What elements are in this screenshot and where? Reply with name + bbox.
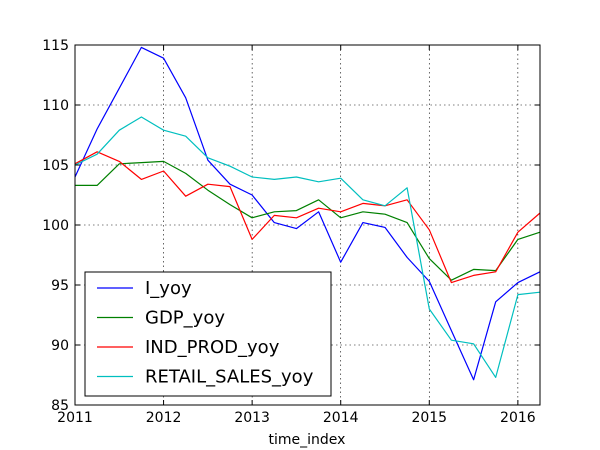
y-tick-label: 90	[51, 338, 69, 354]
legend-label: RETAIL_SALES_yoy	[145, 367, 314, 388]
y-tick-label: 110	[42, 98, 69, 114]
ticks	[74, 44, 540, 406]
x-tick-label: 2014	[323, 410, 359, 426]
x-tick-label: 2013	[234, 410, 270, 426]
tick-labels: 2011 2012 2013 2014 2015 2016 85 90 95 100 105 110 1…	[42, 38, 535, 426]
y-tick-label: 115	[42, 38, 69, 54]
y-tick-label: 105	[42, 158, 69, 174]
legend-label: I_yoy	[145, 278, 192, 299]
x-tick-label: 2016	[500, 410, 536, 426]
legend: I_yoy GDP_yoy IND_PROD_yoy RETAIL_SALES_yoy	[84, 271, 332, 397]
x-tick-label: 2015	[411, 410, 447, 426]
series-line-i-yoy	[74, 46, 541, 381]
series-line-gdp-yoy	[75, 160, 541, 281]
y-tick-label: 85	[51, 398, 69, 414]
x-tick-label: 2012	[146, 410, 182, 426]
series-line-ind-prod-yoy	[74, 151, 541, 284]
legend-label: GDP_yoy	[145, 308, 225, 329]
legend-box	[84, 271, 332, 397]
y-tick-label: 100	[42, 218, 69, 234]
series-line-retail-sales-yoy	[74, 116, 541, 378]
series-layer	[74, 46, 541, 381]
x-axis-label: time_index	[269, 432, 346, 448]
y-tick-label: 95	[51, 278, 69, 294]
x-tick-label: 2011	[57, 410, 93, 426]
legend-label: IND_PROD_yoy	[145, 337, 280, 358]
